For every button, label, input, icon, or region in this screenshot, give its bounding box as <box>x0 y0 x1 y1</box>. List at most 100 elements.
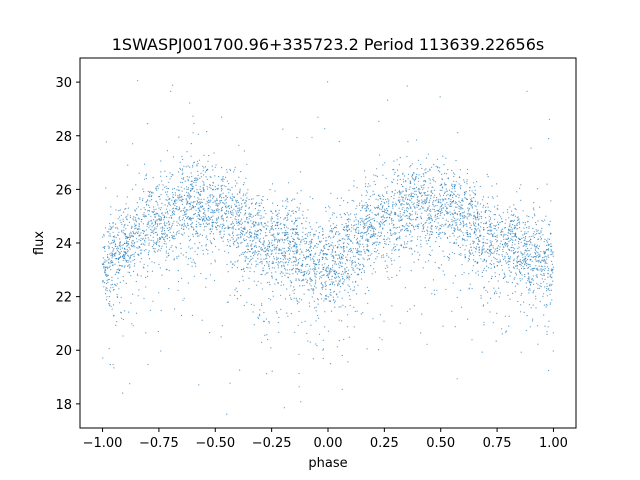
data-point <box>298 279 300 281</box>
data-point <box>524 276 526 278</box>
data-point <box>296 273 298 275</box>
data-point <box>269 189 271 191</box>
data-point <box>298 353 300 355</box>
data-point <box>180 247 182 249</box>
data-point <box>403 200 405 202</box>
data-point <box>245 194 247 196</box>
data-point <box>385 198 387 201</box>
data-point <box>166 208 168 210</box>
data-point <box>247 230 249 232</box>
data-point <box>481 215 483 218</box>
data-point <box>492 234 494 236</box>
data-point <box>513 278 515 280</box>
data-point <box>302 214 304 216</box>
data-point <box>388 205 390 207</box>
data-point <box>383 320 385 322</box>
data-point <box>124 234 126 236</box>
data-point <box>378 349 380 351</box>
data-point <box>401 208 403 210</box>
data-point <box>451 184 453 186</box>
data-point <box>501 269 503 271</box>
data-point <box>114 227 116 229</box>
data-point <box>529 289 531 291</box>
data-point <box>468 258 470 260</box>
data-point <box>483 287 485 289</box>
data-point <box>221 167 223 169</box>
data-point <box>322 257 324 259</box>
data-point <box>283 407 285 409</box>
data-point <box>191 261 193 263</box>
data-point <box>507 257 510 259</box>
data-point <box>480 211 482 213</box>
data-point <box>288 210 290 212</box>
data-point <box>291 269 293 271</box>
data-point <box>158 263 160 265</box>
data-point <box>307 256 309 258</box>
data-point <box>239 188 241 190</box>
data-point <box>401 228 403 230</box>
data-point <box>198 235 200 237</box>
data-point <box>195 223 197 226</box>
data-point <box>295 232 297 234</box>
data-point <box>130 275 132 277</box>
data-point <box>221 217 223 219</box>
data-point <box>293 251 295 253</box>
data-point <box>534 267 536 269</box>
data-point <box>166 210 168 213</box>
data-point <box>275 247 277 249</box>
data-point <box>139 228 141 230</box>
data-point <box>164 215 166 217</box>
data-point <box>370 226 372 228</box>
data-point <box>306 332 308 334</box>
data-point <box>206 219 208 221</box>
data-point <box>299 285 301 287</box>
data-point <box>184 180 186 182</box>
data-point <box>475 229 477 231</box>
data-point <box>468 249 470 251</box>
data-point <box>377 212 379 214</box>
data-point <box>273 233 275 235</box>
data-point <box>158 245 160 247</box>
data-point <box>188 217 190 219</box>
data-point <box>484 211 486 213</box>
data-point <box>388 217 390 219</box>
data-point <box>199 223 201 226</box>
data-point <box>298 278 300 280</box>
data-point <box>273 236 275 238</box>
data-point <box>196 226 198 228</box>
data-point <box>306 256 308 258</box>
data-point <box>147 252 150 254</box>
data-point <box>473 221 475 223</box>
data-point <box>200 172 202 174</box>
data-point <box>533 283 535 285</box>
data-point <box>223 197 225 199</box>
data-point <box>105 141 107 143</box>
data-point <box>402 207 404 209</box>
data-point <box>254 250 256 252</box>
data-point <box>355 216 357 218</box>
data-point <box>233 171 235 173</box>
data-point <box>118 261 120 263</box>
data-point <box>241 222 244 224</box>
data-point <box>103 246 105 248</box>
data-point <box>295 268 297 270</box>
data-point <box>310 240 312 242</box>
data-point <box>485 260 487 262</box>
data-point <box>479 215 481 217</box>
data-point <box>372 318 374 320</box>
data-point <box>403 229 406 232</box>
data-point <box>172 194 174 196</box>
data-point <box>155 214 157 216</box>
data-point <box>492 247 494 249</box>
data-point <box>322 285 324 287</box>
data-point <box>369 236 371 239</box>
data-point <box>237 246 239 248</box>
data-point <box>208 201 210 204</box>
data-point <box>330 291 332 294</box>
data-point <box>387 201 390 203</box>
data-point <box>165 250 167 252</box>
data-point <box>439 201 441 203</box>
data-point <box>112 239 114 241</box>
data-point <box>526 286 528 288</box>
data-point <box>341 262 343 264</box>
